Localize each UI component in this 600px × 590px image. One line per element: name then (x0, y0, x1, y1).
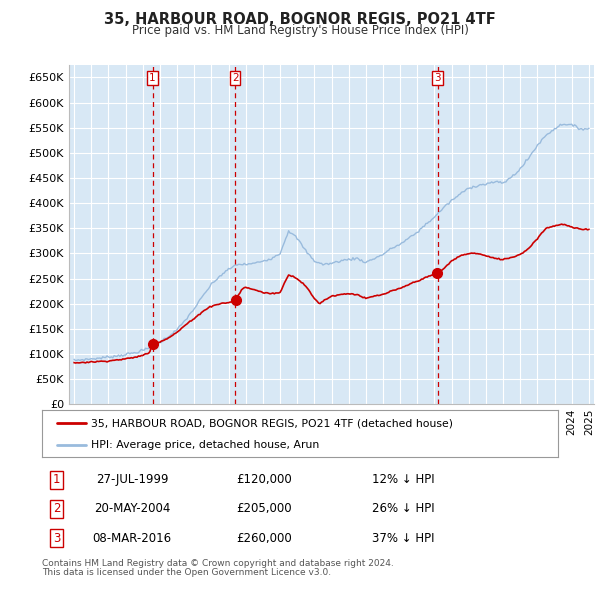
Text: £205,000: £205,000 (236, 502, 292, 516)
Text: 12% ↓ HPI: 12% ↓ HPI (372, 473, 434, 486)
Text: £260,000: £260,000 (236, 532, 292, 545)
Text: 20-MAY-2004: 20-MAY-2004 (94, 502, 170, 516)
Text: 1: 1 (53, 473, 60, 486)
Text: 08-MAR-2016: 08-MAR-2016 (93, 532, 172, 545)
Text: 37% ↓ HPI: 37% ↓ HPI (372, 532, 434, 545)
Text: £120,000: £120,000 (236, 473, 292, 486)
Text: 35, HARBOUR ROAD, BOGNOR REGIS, PO21 4TF: 35, HARBOUR ROAD, BOGNOR REGIS, PO21 4TF (104, 12, 496, 27)
Text: Contains HM Land Registry data © Crown copyright and database right 2024.: Contains HM Land Registry data © Crown c… (42, 559, 394, 568)
Text: 27-JUL-1999: 27-JUL-1999 (96, 473, 169, 486)
Text: 2: 2 (232, 73, 238, 83)
Text: 1: 1 (149, 73, 156, 83)
Text: Price paid vs. HM Land Registry's House Price Index (HPI): Price paid vs. HM Land Registry's House … (131, 24, 469, 37)
Text: 26% ↓ HPI: 26% ↓ HPI (372, 502, 434, 516)
Text: 35, HARBOUR ROAD, BOGNOR REGIS, PO21 4TF (detached house): 35, HARBOUR ROAD, BOGNOR REGIS, PO21 4TF… (91, 418, 453, 428)
Text: HPI: Average price, detached house, Arun: HPI: Average price, detached house, Arun (91, 441, 319, 450)
Text: This data is licensed under the Open Government Licence v3.0.: This data is licensed under the Open Gov… (42, 568, 331, 577)
Text: 3: 3 (434, 73, 441, 83)
Text: 2: 2 (53, 502, 60, 516)
Text: 3: 3 (53, 532, 60, 545)
